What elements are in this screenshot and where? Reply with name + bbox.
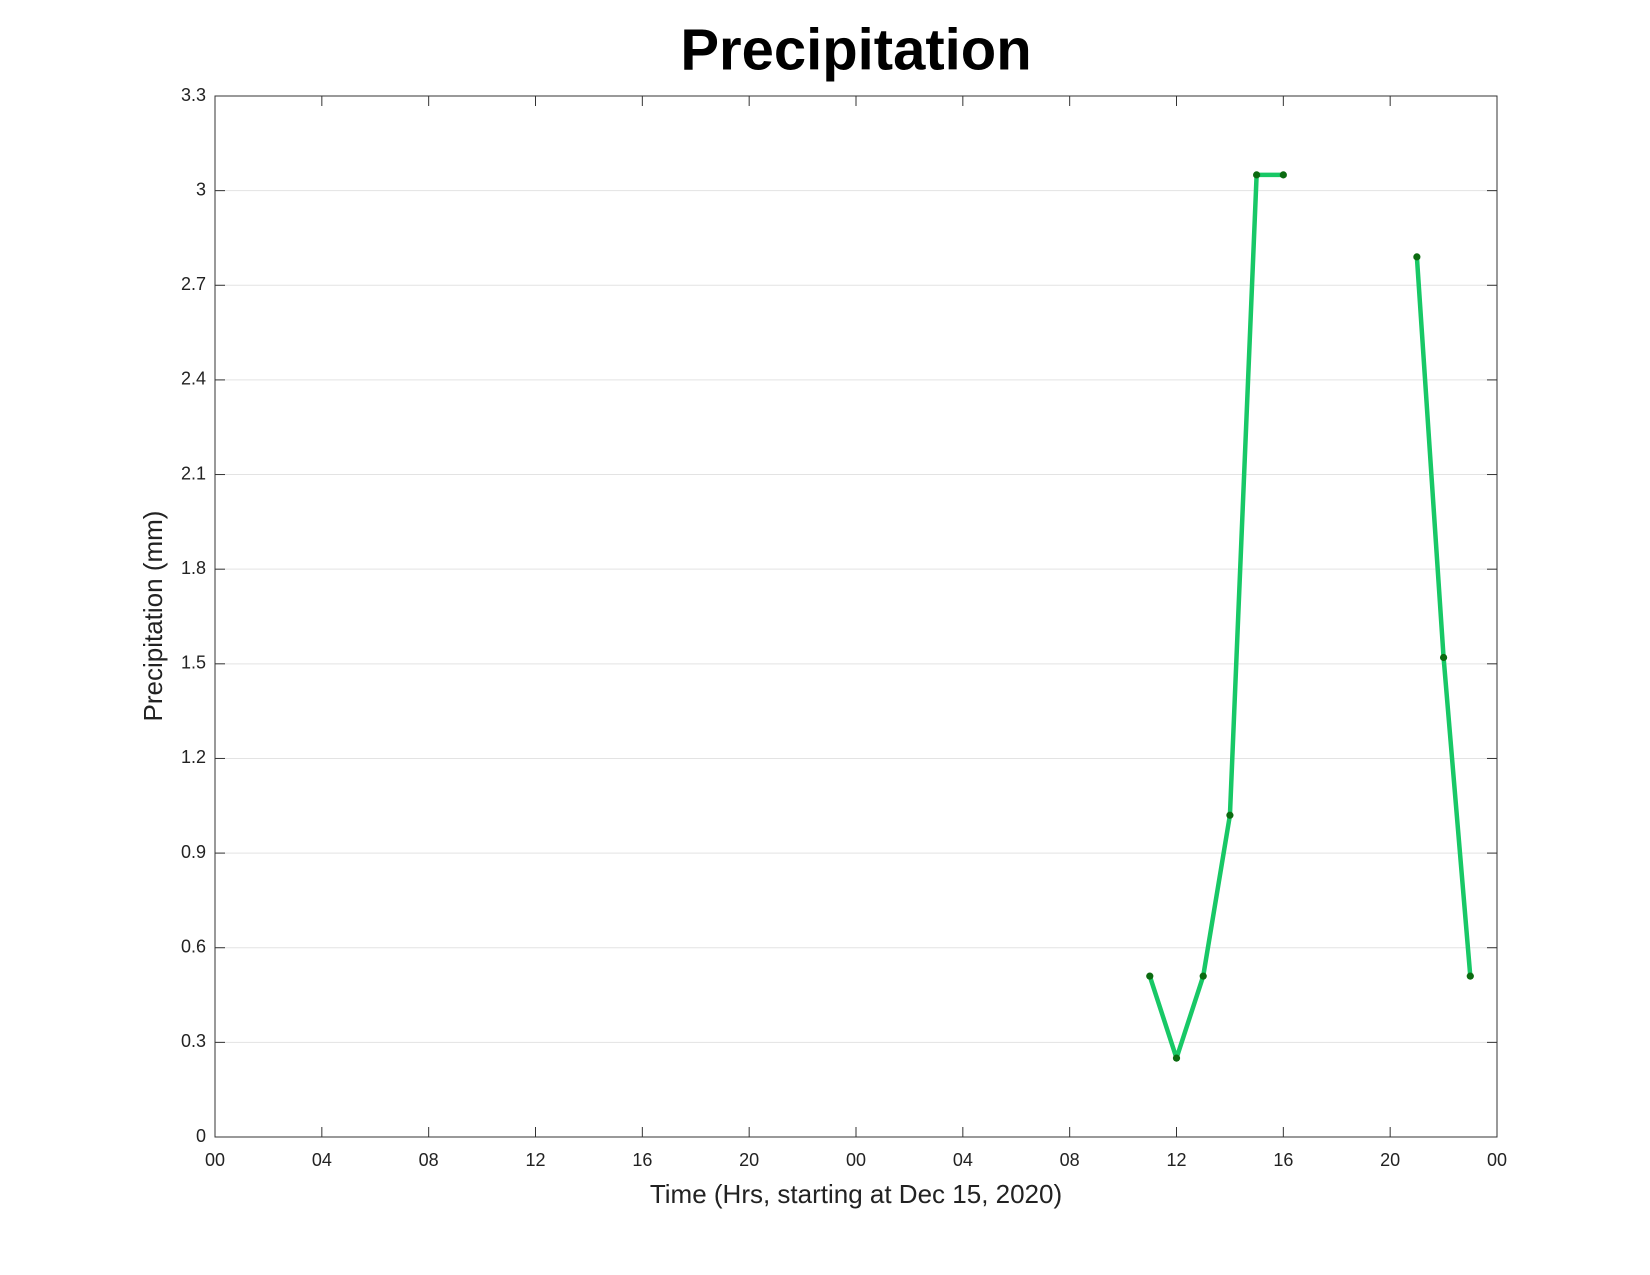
- data-point: [1172, 1054, 1181, 1062]
- x-tick-label: 16: [632, 1150, 652, 1170]
- x-tick-label: 12: [1166, 1150, 1186, 1170]
- y-tick-label: 3: [196, 179, 206, 199]
- x-tick-label: 08: [1060, 1150, 1080, 1170]
- chart-title: Precipitation: [680, 17, 1031, 82]
- x-tick-label: 16: [1273, 1150, 1293, 1170]
- data-point: [1439, 653, 1448, 662]
- y-tick-label: 0.9: [181, 842, 206, 862]
- data-point: [1466, 972, 1474, 980]
- y-tick-label: 1.5: [181, 653, 206, 673]
- plot-frame: [214, 95, 1498, 1138]
- data-point: [1146, 972, 1154, 980]
- x-tick-label: 00: [846, 1150, 866, 1170]
- y-tick-label: 1.2: [181, 747, 206, 767]
- data-point: [1279, 171, 1287, 179]
- y-tick-label: 1.8: [181, 558, 206, 578]
- x-tick-label: 00: [1487, 1150, 1507, 1170]
- data-point: [1199, 972, 1207, 980]
- x-tick-label: 12: [525, 1150, 545, 1170]
- x-tick-label: 00: [205, 1150, 225, 1170]
- y-tick-label: 3.3: [181, 85, 206, 105]
- x-tick-label: 04: [312, 1150, 332, 1170]
- y-tick-label: 0.6: [181, 936, 206, 956]
- x-tick-label: 08: [419, 1150, 439, 1170]
- data-point: [1226, 811, 1234, 819]
- y-tick-label: 2.7: [181, 274, 206, 294]
- x-tick-label: 04: [953, 1150, 973, 1170]
- y-tick-label: 2.1: [181, 463, 206, 483]
- y-tick-label: 0.3: [181, 1031, 206, 1051]
- y-tick-label: 2.4: [181, 369, 206, 389]
- y-tick-label: 0: [196, 1126, 206, 1146]
- data-point: [1253, 171, 1261, 179]
- data-point: [1413, 253, 1421, 261]
- x-axis-label: Time (Hrs, starting at Dec 15, 2020): [650, 1179, 1062, 1209]
- y-axis-label: Precipitation (mm): [138, 511, 168, 722]
- x-tick-label: 20: [1380, 1150, 1400, 1170]
- x-tick-label: 20: [739, 1150, 759, 1170]
